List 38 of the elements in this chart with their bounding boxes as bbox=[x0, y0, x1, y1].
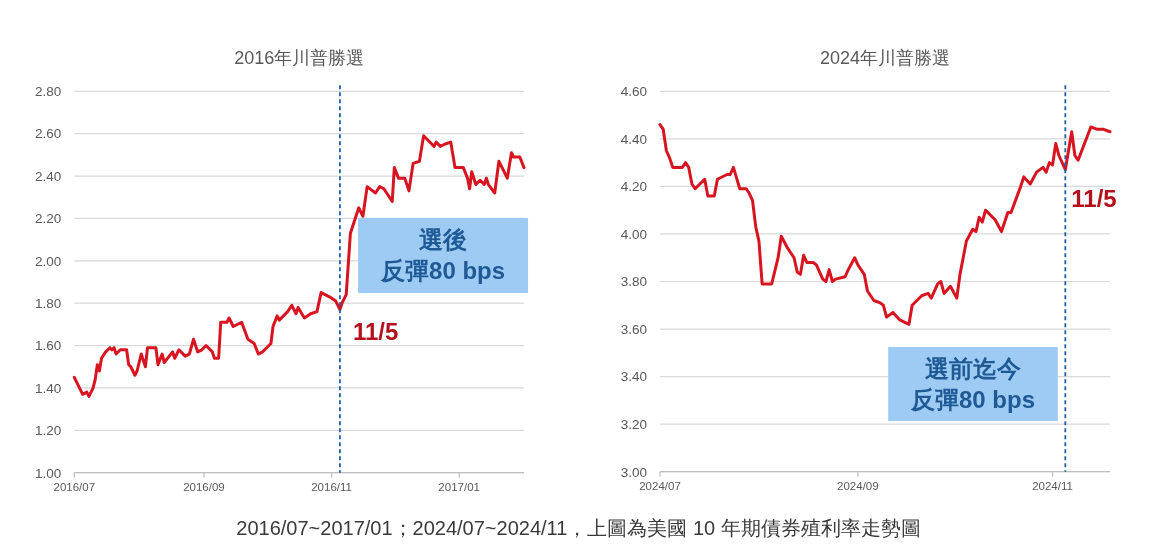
note-box: 選後 反彈80 bps bbox=[358, 217, 529, 294]
x-tick-label: 2017/01 bbox=[438, 480, 480, 493]
line-series bbox=[72, 134, 526, 398]
y-tick-label: 1.80 bbox=[35, 295, 62, 311]
y-tick-label: 1.20 bbox=[35, 423, 62, 439]
y-tick-label: 2.00 bbox=[35, 253, 62, 269]
y-tick-label: 3.00 bbox=[620, 464, 647, 480]
annotation: 選後 bbox=[419, 226, 468, 254]
y-tick-label: 1.00 bbox=[35, 465, 62, 481]
y-tick-label: 3.40 bbox=[620, 369, 647, 385]
annotation: 反彈80 bps bbox=[380, 257, 506, 285]
y-tick-label: 3.20 bbox=[620, 416, 647, 432]
y-tick-label: 2.80 bbox=[35, 84, 62, 100]
y-tick-label: 2.40 bbox=[35, 168, 62, 184]
annotation: 反彈80 bps bbox=[909, 386, 1035, 414]
y-tick-label: 2.60 bbox=[35, 126, 62, 142]
y-tick-label: 4.00 bbox=[620, 226, 647, 242]
x-tick-label: 2024/09 bbox=[837, 479, 879, 492]
x-tick-label: 2024/11 bbox=[1032, 479, 1073, 492]
x-tick-label: 2016/07 bbox=[53, 480, 96, 493]
chart-title: 2016年川普勝選 bbox=[234, 48, 365, 68]
y-tick-label: 4.20 bbox=[620, 179, 647, 195]
x-tick-label: 2024/07 bbox=[639, 479, 681, 492]
annotation: 選前迄今 bbox=[924, 355, 1021, 383]
y-tick-label: 3.60 bbox=[620, 321, 647, 337]
y-tick-label: 3.80 bbox=[620, 274, 647, 290]
y-tick-label: 1.40 bbox=[35, 380, 62, 396]
y-tick-label: 2.20 bbox=[35, 211, 62, 227]
chart-title: 2024年川普勝選 bbox=[819, 48, 951, 68]
text: 2016/07~2017/01；2024/07~2024/11，上圖為美國 10 年期債券殖利率走勢圖 bbox=[236, 517, 921, 539]
y-tick-label: 4.40 bbox=[620, 131, 647, 147]
x-tick-label: 2016/09 bbox=[183, 480, 225, 493]
x-tick-label: 2016/11 bbox=[311, 480, 352, 493]
ref-line-label: 11/5 bbox=[1071, 184, 1117, 212]
ref-line-label: 11/5 bbox=[352, 318, 399, 346]
note-box: 選前迄今 反彈80 bps bbox=[888, 346, 1058, 422]
y-tick-label: 1.60 bbox=[35, 338, 62, 354]
y-tick-label: 4.60 bbox=[620, 84, 647, 100]
